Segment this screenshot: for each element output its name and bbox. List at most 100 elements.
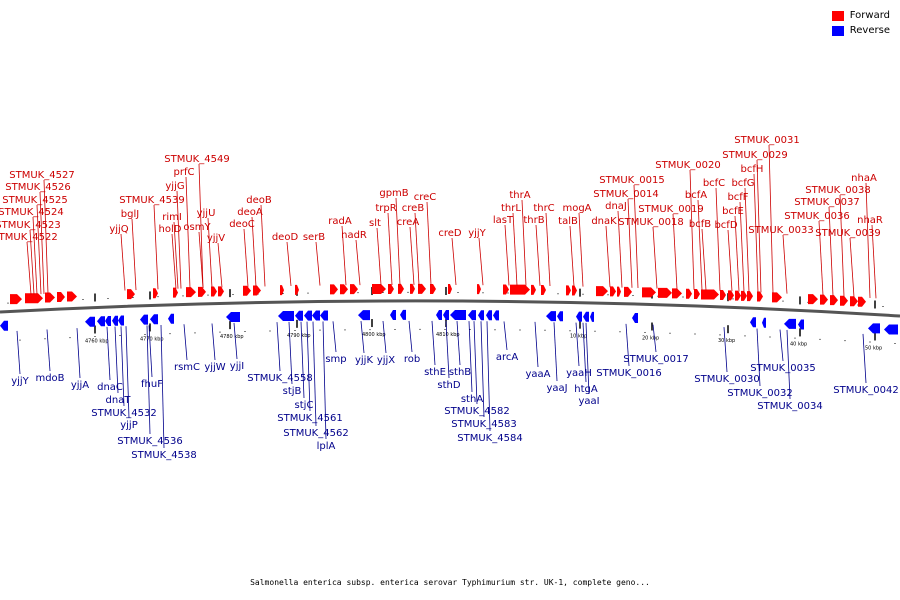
forward-leader-line — [243, 228, 249, 287]
forward-gene-arrow — [686, 288, 692, 299]
reverse-label-lines — [16, 320, 867, 449]
reverse-gene-label-stmuk-4584: STMUK_4584 — [457, 433, 522, 444]
forward-gene-label-moga: mogA — [562, 203, 591, 214]
forward-leader-line — [865, 182, 871, 298]
scale-tick-label: 4790 kbp — [287, 333, 311, 339]
forward-gene-label-crec: creC — [414, 192, 437, 203]
forward-gene-arrow — [243, 285, 251, 296]
genome-title: Salmonella enterica subsp. enterica sero… — [250, 578, 650, 587]
reverse-gene-arrow — [557, 311, 563, 322]
reverse-gene-arrow — [278, 310, 294, 321]
forward-gene-arrow — [840, 295, 848, 306]
forward-gene-label-stmuk-4522: STMUK_4522 — [0, 232, 58, 243]
forward-gene-arrow — [747, 291, 753, 302]
forward-gene-arrow — [410, 283, 415, 294]
reverse-leader-line — [360, 321, 365, 354]
reverse-gene-label-lpla: lplA — [317, 441, 336, 452]
reverse-gene-arrow — [436, 309, 442, 320]
forward-gene-label-yjjq: yjjQ — [109, 224, 128, 235]
reverse-leader-line — [652, 324, 657, 353]
reverse-leader-line — [553, 322, 558, 382]
reverse-gene-label-stmuk-0017: STMUK_0017 — [623, 354, 688, 365]
forward-gene-label-stmuk-0018: STMUK_0018 — [618, 217, 683, 228]
forward-gene-arrow — [850, 296, 858, 307]
forward-gene-label-deoc: deoC — [229, 219, 255, 230]
forward-leader-line — [744, 187, 750, 292]
forward-gene-label-stmuk-0029: STMUK_0029 — [722, 150, 787, 161]
forward-leader-line — [828, 206, 834, 296]
forward-leader-line — [768, 144, 774, 293]
reverse-leader-line — [456, 321, 461, 366]
forward-leader-line — [818, 220, 824, 296]
forward-leader-line — [173, 221, 179, 289]
forward-leader-line — [672, 213, 678, 290]
forward-leader-line — [504, 224, 510, 286]
forward-gene-arrow — [330, 284, 338, 295]
reverse-gene-label-yjjw: yjjW — [204, 362, 225, 373]
reverse-leader-line — [382, 320, 387, 354]
forward-gene-arrow — [596, 286, 608, 297]
genome-backbone — [0, 299, 900, 318]
forward-gene-arrow — [372, 284, 386, 295]
forward-leader-line — [689, 169, 695, 290]
scale-tick-label: 20 kbp — [642, 336, 659, 342]
forward-gene-label-stmuk-4549: STMUK_4549 — [164, 154, 229, 165]
forward-gene-label-yjju: yjjU — [197, 208, 216, 219]
forward-leader-line — [29, 229, 35, 295]
reverse-gene-arrow — [140, 314, 148, 325]
reverse-leader-line — [120, 326, 125, 407]
forward-gene-label-deod: deoD — [272, 232, 299, 243]
reverse-gene-arrow — [798, 319, 804, 330]
scale-tick-label: 4770 kbp — [140, 336, 164, 342]
forward-gene-arrow — [531, 284, 536, 295]
forward-leader-line — [627, 198, 633, 288]
forward-gene-label-slt: slt — [369, 218, 381, 229]
forward-gene-label-cred: creD — [438, 228, 462, 239]
forward-gene-arrow — [186, 287, 196, 298]
reverse-leader-line — [300, 321, 305, 399]
forward-leader-line — [727, 229, 733, 292]
forward-leader-line — [633, 184, 639, 289]
forward-gene-label-stmuk-4525: STMUK_4525 — [2, 195, 67, 206]
reverse-gene-label-stmuk-4536: STMUK_4536 — [117, 436, 182, 447]
reverse-swatch — [831, 25, 844, 36]
reverse-gene-label-stjb: stjB — [283, 386, 302, 397]
forward-gene-arrow — [741, 290, 747, 301]
scale-tick-label: 40 kbp — [790, 341, 807, 347]
forward-leader-line — [153, 204, 159, 290]
forward-gene-label-rada: radA — [328, 216, 352, 227]
scale-tick-label: 4780 kbp — [220, 334, 244, 340]
reverse-gene-arrow — [304, 310, 312, 321]
forward-gene-label-bcfb: bcfB — [689, 219, 711, 230]
forward-gene-arrow — [772, 292, 782, 303]
reverse-gene-arrow — [868, 323, 880, 334]
reverse-gene-label-stmuk-4582: STMUK_4582 — [444, 406, 509, 417]
forward-leader-line — [315, 241, 321, 286]
reverse-gene-label-stmuk-4538: STMUK_4538 — [131, 450, 196, 461]
forward-gene-arrow — [820, 294, 828, 305]
forward-gene-arrow — [211, 286, 217, 297]
forward-gene-arrow — [617, 286, 621, 297]
reverse-gene-arrow — [546, 311, 556, 322]
forward-gene-arrow — [198, 286, 206, 297]
reverse-leader-line — [534, 321, 539, 368]
reverse-leader-line — [625, 323, 630, 367]
forward-leader-line — [251, 216, 257, 287]
forward-gene-label-trpr: trpR — [375, 203, 396, 214]
forward-leader-line — [739, 201, 745, 292]
forward-gene-label-bcfg: bcfG — [731, 178, 754, 189]
reverse-gene-arrow — [750, 317, 756, 328]
forward-gene-label-bcfe: bcfE — [722, 206, 744, 217]
forward-gene-label-stmuk-0031: STMUK_0031 — [734, 135, 799, 146]
forward-gene-arrow — [173, 287, 178, 298]
reverse-gene-label-dnac: dnaC — [97, 382, 123, 393]
forward-leader-line — [753, 173, 759, 293]
forward-gene-arrow — [735, 290, 741, 301]
reverse-gene-label-arca: arcA — [496, 352, 519, 363]
forward-leader-line — [355, 239, 361, 286]
forward-gene-label-yjjy: yjjY — [468, 228, 486, 239]
forward-leader-line — [260, 204, 266, 287]
forward-leader-line — [26, 241, 32, 295]
reverse-gene-arrow — [226, 312, 240, 323]
